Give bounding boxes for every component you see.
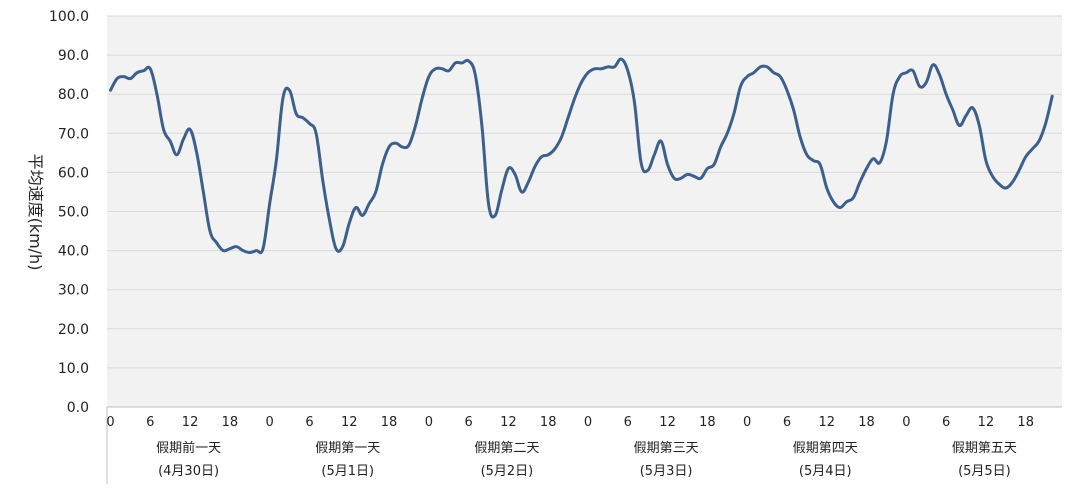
x-tick-label: 18 [858,415,875,430]
x-tick-label: 18 [1017,415,1034,430]
x-tick-label: 12 [818,415,835,430]
x-tick-label: 0 [106,415,114,430]
day-name-label: 假期第二天 [474,441,539,456]
day-name-label: 假期第五天 [952,441,1017,456]
x-tick-label: 18 [540,415,557,430]
day-date-label: (5月5日) [958,464,1011,479]
x-tick-label: 12 [182,415,199,430]
day-date-label: (5月4日) [799,464,852,479]
x-tick-label: 6 [624,415,632,430]
y-tick-label: 0.0 [67,400,89,416]
y-tick-label: 80.0 [58,87,89,103]
x-tick-label: 18 [381,415,398,430]
y-tick-label: 20.0 [58,322,89,338]
y-tick-label: 60.0 [58,165,89,181]
gridlines [107,15,1062,408]
x-tick-label: 12 [500,415,517,430]
y-tick-label: 30.0 [58,283,89,299]
series-line [109,57,1054,255]
day-date-label: (4月30日) [158,464,219,479]
x-tick-label: 12 [659,415,676,430]
x-tick-label: 6 [464,415,472,430]
x-tick-label: 6 [146,415,154,430]
y-axis-ticks: 0.0 10.0 20.0 30.0 40.0 50.0 60.0 70.0 80.0 90.0 1… [49,9,89,416]
x-tick-label: 18 [222,415,239,430]
x-tick-label: 0 [425,415,433,430]
y-tick-label: 10.0 [58,361,89,377]
y-tick-label: 70.0 [58,126,89,142]
day-name-label: 假期第一天 [315,441,380,456]
day-date-label: (5月1日) [321,464,374,479]
day-date-label: (5月3日) [640,464,693,479]
y-tick-label: 50.0 [58,205,89,221]
x-tick-label: 6 [942,415,950,430]
x-tick-label: 18 [699,415,716,430]
day-name-label: 假期第四天 [793,441,858,456]
x-tick-label: 12 [341,415,358,430]
x-tick-label: 0 [584,415,592,430]
x-tick-label: 0 [743,415,751,430]
x-tick-label: 0 [902,415,910,430]
x-tick-label: 12 [978,415,995,430]
x-tick-label: 6 [783,415,791,430]
x-tick-label: 0 [266,415,274,430]
y-tick-label: 100.0 [49,9,89,25]
x-tick-label: 6 [305,415,313,430]
y-axis-label: 平均速度(km/h) [26,154,45,271]
y-tick-label: 90.0 [58,48,89,64]
y-tick-label: 40.0 [58,244,89,260]
day-name-label: 假期前一天 [156,440,221,456]
day-date-label: (5月2日) [481,464,534,479]
day-name-label: 假期第三天 [634,441,699,456]
